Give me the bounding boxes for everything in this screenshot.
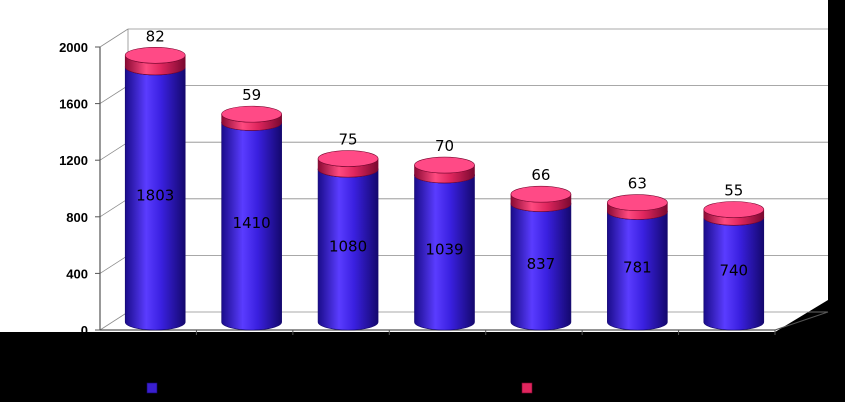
legend-swatch-series-0 (146, 382, 158, 394)
y-tick-label-5: 2000 (59, 40, 88, 55)
x-tick-label-1: 2000 (229, 349, 260, 365)
y-axis-tick-labels: 0 400 800 1200 1600 2000 (59, 40, 88, 338)
data-label-correctional-2005: 75 (339, 131, 358, 149)
data-label-general-2006: 1039 (425, 240, 463, 258)
x-tick-label-4: 2007 (518, 349, 549, 365)
bar-top-correctional-2009 (703, 201, 765, 218)
bars: 1803 82 1410 59 1080 75 1039 70 837 66 781 63 740 55 (124, 27, 765, 331)
x-tick-label-3: 2006 (422, 349, 453, 365)
gridline-diagonal-0 (99, 311, 129, 331)
gridline-diagonal-3 (99, 141, 129, 161)
gridline-diagonal-5 (99, 28, 129, 48)
data-label-general-2005: 1080 (329, 238, 367, 256)
bar-group-2008: 781 63 (607, 175, 668, 331)
bar-top-correctional-1995 (124, 46, 186, 64)
legend-swatch-series-1 (521, 382, 533, 394)
x-tick-label-0: 1995 (133, 349, 164, 365)
bar-group-2006: 1039 70 (414, 137, 475, 331)
x-tick-label-6: 2009 (711, 349, 742, 365)
floor-right-edge (774, 311, 829, 331)
bar-top-correctional-2005 (317, 150, 379, 167)
bar-top-correctional-2006 (414, 156, 475, 174)
data-label-general-1995: 1803 (136, 186, 174, 204)
gridline-diagonal-2 (99, 198, 129, 218)
data-label-general-2000: 1410 (233, 214, 271, 232)
bar-group-2005: 1080 75 (317, 131, 379, 331)
gridline-diagonal-1 (99, 255, 129, 274)
data-label-correctional-2006: 70 (435, 137, 454, 155)
data-label-correctional-2008: 63 (628, 175, 647, 193)
y-tick-label-1: 400 (66, 266, 88, 281)
bar-top-correctional-2007 (510, 185, 572, 203)
y-tick-label-4: 1600 (59, 97, 88, 112)
legend-label-series-1: Коррекционная школа (537, 379, 717, 397)
x-tick-label-5: 2008 (615, 349, 646, 365)
bar-group-2007: 837 66 (510, 166, 572, 331)
data-label-correctional-2007: 66 (531, 166, 550, 184)
bar-group-2009: 740 55 (703, 182, 765, 331)
y-tick-label-3: 1200 (59, 153, 88, 168)
legend: Общеобразовательные школы Коррекционная … (146, 379, 717, 397)
data-label-general-2008: 781 (623, 259, 652, 277)
gridline-diagonal-4 (99, 85, 129, 104)
data-label-correctional-2000: 59 (242, 86, 261, 104)
x-axis-tick-labels: 1995 2000 2005 2006 2007 2008 2009 (133, 349, 743, 365)
bar-top-correctional-2008 (607, 194, 668, 211)
bar-group-2000: 1410 59 (221, 86, 282, 331)
data-label-general-2007: 837 (527, 255, 556, 273)
data-label-correctional-1995: 82 (146, 27, 165, 45)
data-label-general-2009: 740 (719, 262, 748, 280)
data-label-correctional-2009: 55 (724, 182, 743, 200)
bar-top-correctional-2000 (221, 105, 282, 123)
bar-group-1995: 1803 82 (124, 27, 186, 331)
y-tick-label-0: 0 (81, 323, 88, 338)
x-tick-label-2: 2005 (325, 349, 356, 365)
y-tick-label-2: 800 (66, 210, 88, 225)
legend-label-series-0: Общеобразовательные школы (162, 379, 404, 397)
